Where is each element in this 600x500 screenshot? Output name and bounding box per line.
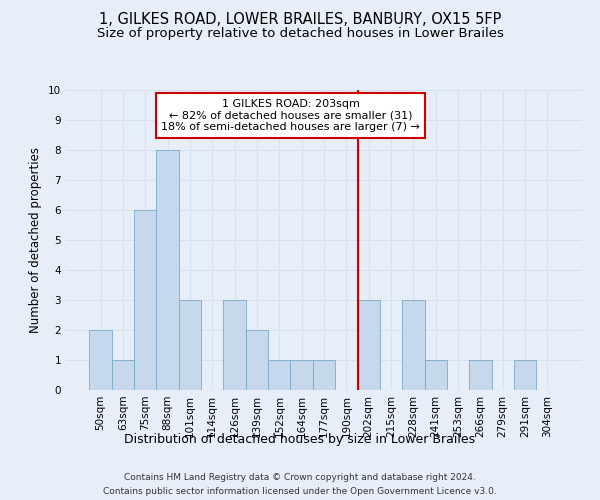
Text: Contains public sector information licensed under the Open Government Licence v3: Contains public sector information licen… — [103, 488, 497, 496]
Bar — [425, 360, 447, 390]
Bar — [402, 300, 425, 390]
Bar — [246, 330, 268, 390]
Bar — [469, 360, 491, 390]
Bar — [358, 300, 380, 390]
Text: 1, GILKES ROAD, LOWER BRAILES, BANBURY, OX15 5FP: 1, GILKES ROAD, LOWER BRAILES, BANBURY, … — [99, 12, 501, 28]
Bar — [179, 300, 201, 390]
Y-axis label: Number of detached properties: Number of detached properties — [29, 147, 43, 333]
Bar — [313, 360, 335, 390]
Bar — [134, 210, 157, 390]
Bar — [89, 330, 112, 390]
Text: Contains HM Land Registry data © Crown copyright and database right 2024.: Contains HM Land Registry data © Crown c… — [124, 472, 476, 482]
Bar — [223, 300, 246, 390]
Bar — [112, 360, 134, 390]
Bar — [268, 360, 290, 390]
Text: Distribution of detached houses by size in Lower Brailes: Distribution of detached houses by size … — [124, 432, 476, 446]
Bar — [290, 360, 313, 390]
Bar — [157, 150, 179, 390]
Text: Size of property relative to detached houses in Lower Brailes: Size of property relative to detached ho… — [97, 28, 503, 40]
Bar — [514, 360, 536, 390]
Text: 1 GILKES ROAD: 203sqm
← 82% of detached houses are smaller (31)
18% of semi-deta: 1 GILKES ROAD: 203sqm ← 82% of detached … — [161, 99, 420, 132]
